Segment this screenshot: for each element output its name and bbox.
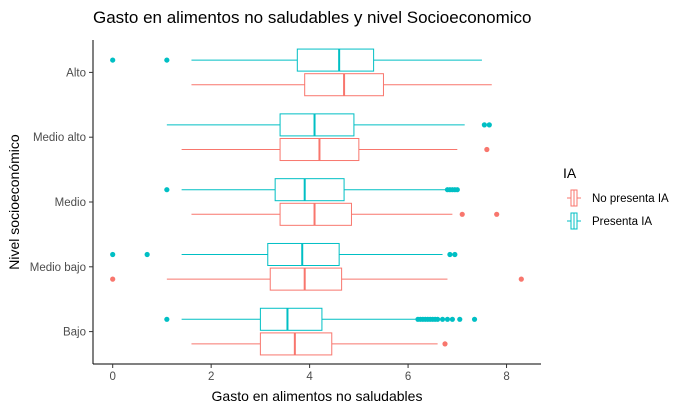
outlier-point bbox=[444, 316, 451, 322]
outlier-point bbox=[442, 341, 448, 347]
box-presenta-ia bbox=[164, 307, 478, 331]
x-tick-label: 8 bbox=[503, 371, 509, 383]
iqr-box bbox=[296, 48, 375, 72]
iqr-box bbox=[259, 332, 333, 356]
outlier-point bbox=[447, 251, 453, 258]
y-axis-ticks: Alto Medio alto Medio Medio bajo Bajo bbox=[30, 67, 93, 339]
iqr-box bbox=[259, 307, 323, 331]
iqr-box bbox=[279, 113, 355, 137]
x-axis-title: Gasto en alimentos no saludables bbox=[212, 388, 423, 404]
x-tick-label: 6 bbox=[405, 371, 411, 383]
chart-title: Gasto en alimentos no saludables y nivel… bbox=[93, 8, 531, 27]
y-tick-label: Medio bajo bbox=[30, 262, 86, 274]
outlier-point bbox=[110, 251, 116, 258]
box-no-presenta-ia bbox=[191, 332, 448, 356]
legend-label: No presenta IA bbox=[592, 193, 669, 205]
outlier-point bbox=[144, 251, 150, 258]
x-tick-label: 4 bbox=[306, 371, 313, 383]
outlier-point bbox=[481, 122, 487, 128]
legend-label: Presenta IA bbox=[592, 216, 652, 228]
x-axis-ticks: 0 2 4 6 8 bbox=[109, 364, 510, 383]
y-tick-label: Medio alto bbox=[33, 132, 86, 144]
outlier-point bbox=[452, 251, 458, 258]
y-tick-label: Bajo bbox=[63, 327, 86, 339]
box-presenta-ia bbox=[164, 178, 460, 202]
outlier-point bbox=[459, 211, 465, 217]
outlier-point bbox=[164, 316, 170, 322]
box-no-presenta-ia bbox=[181, 137, 490, 162]
legend-title: IA bbox=[563, 165, 577, 181]
outlier-point bbox=[494, 211, 500, 217]
box-no-presenta-ia bbox=[110, 267, 524, 291]
outlier-point bbox=[164, 187, 170, 193]
outlier-point bbox=[457, 316, 463, 322]
box-presenta-ia bbox=[110, 48, 482, 72]
box-presenta-ia bbox=[110, 242, 458, 267]
y-tick-label: Medio bbox=[55, 197, 86, 209]
outlier-point bbox=[110, 276, 116, 282]
outlier-point bbox=[484, 146, 490, 153]
outlier-point bbox=[449, 316, 455, 322]
outlier-point bbox=[471, 316, 478, 322]
outlier-point bbox=[454, 187, 460, 193]
outlier-point bbox=[486, 122, 492, 128]
outlier-point bbox=[435, 316, 441, 322]
iqr-box bbox=[267, 242, 340, 267]
y-axis-title: Nivel socioeconómico bbox=[6, 134, 22, 270]
outlier-point bbox=[164, 57, 170, 63]
box-no-presenta-ia bbox=[191, 202, 500, 226]
plot-area bbox=[110, 48, 524, 356]
legend: IA No presenta IA Presenta IA bbox=[563, 165, 669, 230]
outlier-point bbox=[439, 316, 446, 322]
outlier-point bbox=[518, 276, 524, 282]
box-no-presenta-ia bbox=[191, 73, 492, 97]
iqr-box bbox=[274, 178, 345, 202]
x-tick-label: 2 bbox=[208, 371, 214, 383]
iqr-box bbox=[279, 202, 352, 226]
outlier-point bbox=[110, 57, 116, 63]
iqr-box bbox=[269, 267, 343, 291]
box-presenta-ia bbox=[166, 113, 492, 137]
y-tick-label: Alto bbox=[66, 67, 86, 79]
x-tick-label: 0 bbox=[109, 371, 115, 383]
